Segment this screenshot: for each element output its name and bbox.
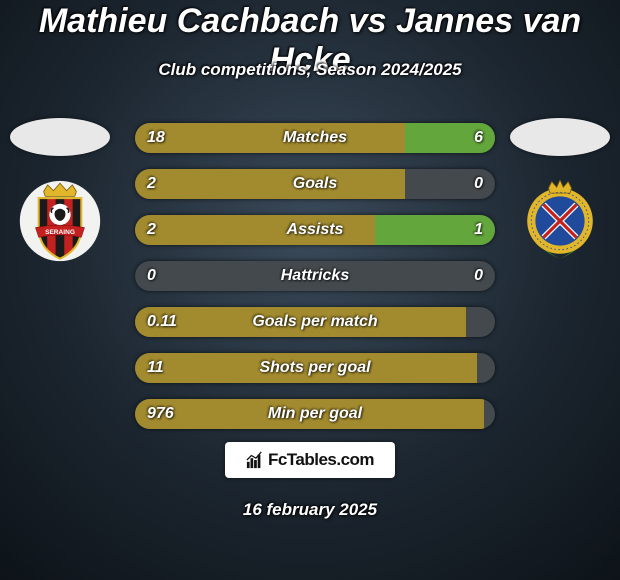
stat-value-left: 2: [147, 215, 156, 245]
club-banner-text-left: SERAING: [45, 229, 75, 236]
stat-label: Matches: [135, 123, 495, 153]
stat-value-right: 0: [474, 261, 483, 291]
stat-value-left: 2: [147, 169, 156, 199]
stat-value-right: 1: [474, 215, 483, 245]
stat-label: Assists: [135, 215, 495, 245]
stat-row: Goals per match0.11: [135, 307, 495, 337]
stat-label: Goals per match: [135, 307, 495, 337]
stat-value-right: 6: [474, 123, 483, 153]
comparison-card: { "title": "Mathieu Cachbach vs Jannes v…: [0, 0, 620, 580]
stat-row: Matches18 6: [135, 123, 495, 153]
stat-value-left: 0.11: [147, 307, 177, 337]
fctables-icon: [246, 451, 264, 469]
player-photo-left: [10, 118, 110, 156]
stat-row: Assists2 1: [135, 215, 495, 245]
snapshot-date: 16 february 2025: [0, 500, 620, 520]
stat-row: Hattricks0 0: [135, 261, 495, 291]
stat-value-left: 976: [147, 399, 174, 429]
stat-value-left: 0: [147, 261, 156, 291]
stat-value-left: 11: [147, 353, 164, 383]
stat-row: Goals2 0: [135, 169, 495, 199]
stat-value-left: 18: [147, 123, 165, 153]
competition-subtitle: Club competitions, Season 2024/2025: [0, 60, 620, 80]
stat-row: Min per goal976: [135, 399, 495, 429]
stat-row: Shots per goal11: [135, 353, 495, 383]
stat-value-right: 0: [474, 169, 483, 199]
stat-label: Goals: [135, 169, 495, 199]
player-photo-right: [510, 118, 610, 156]
fctables-label: FcTables.com: [268, 450, 374, 470]
club-logo-right: [519, 180, 601, 262]
stat-label: Min per goal: [135, 399, 495, 429]
fctables-badge[interactable]: FcTables.com: [225, 442, 395, 478]
stat-label: Shots per goal: [135, 353, 495, 383]
stat-label: Hattricks: [135, 261, 495, 291]
club-logo-left: SERAING: [19, 180, 101, 262]
stat-bars: Matches186Goals20Assists21Hattricks00Goa…: [135, 123, 495, 445]
